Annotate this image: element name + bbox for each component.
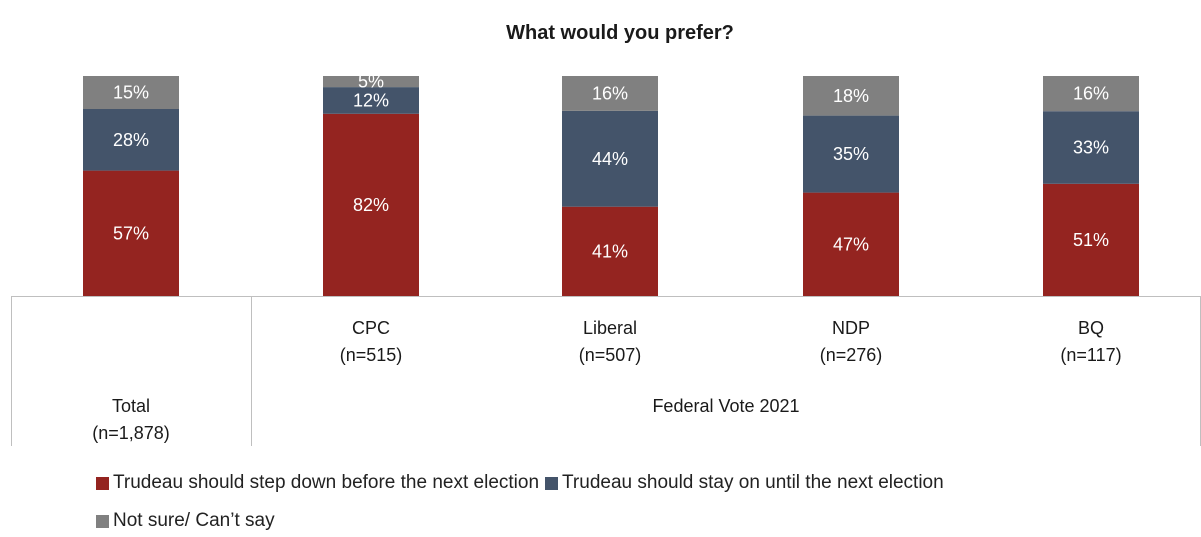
legend-label-stay-on: Trudeau should stay on until the next el… [562, 472, 944, 493]
category-n-3: (n=276) [820, 345, 883, 365]
category-label-0: Total [112, 396, 150, 416]
data-label-not-sure-0: 15% [113, 83, 149, 103]
category-label-3: NDP [832, 318, 870, 338]
category-axis: Total (n=1,878) CPC (n=515) Liberal (n=507) ND… [11, 296, 1201, 446]
legend-item-step-down: Trudeau should step down before the next… [96, 472, 539, 494]
bar-segment-stay-on-2 [562, 110, 658, 207]
bar-segment-not-sure-1 [323, 76, 419, 88]
bar-segment-step-down-2 [562, 206, 658, 296]
data-label-step-down-2: 41% [592, 241, 628, 261]
category-label-2: Liberal [583, 318, 637, 338]
category-label-1: CPC [352, 318, 390, 338]
data-label-step-down-1: 82% [353, 195, 389, 215]
data-label-not-sure-1: 5% [358, 72, 384, 92]
data-label-not-sure-4: 16% [1073, 84, 1109, 104]
category-n-2: (n=507) [579, 345, 642, 365]
data-label-stay-on-0: 28% [113, 130, 149, 150]
bar-segment-not-sure-4 [1043, 76, 1139, 112]
category-label-4: BQ [1078, 318, 1104, 338]
chart-title: What would you prefer? [506, 22, 734, 44]
bar-segment-step-down-4 [1043, 183, 1139, 296]
data-label-stay-on-1: 12% [353, 90, 389, 110]
group-label-federal-vote: Federal Vote 2021 [652, 396, 799, 416]
bar-segment-stay-on-3 [803, 115, 899, 193]
bars-group: 57% 28% 15% 82% 12%5% 41% 44% 16% 47% 35% 18% 51% 33… [83, 72, 1139, 297]
bar-segment-step-down-3 [803, 192, 899, 296]
stacked-bar-chart: What would you prefer? 57% 28% 15% 82% 12%5%… [11, 22, 1201, 446]
bar-segment-not-sure-3 [803, 76, 899, 116]
data-label-stay-on-4: 33% [1073, 138, 1109, 158]
data-label-step-down-0: 57% [113, 223, 149, 243]
bar-segment-step-down-0 [83, 170, 179, 296]
category-n-0: (n=1,878) [92, 423, 170, 443]
legend-row-1: Trudeau should step down before the next… [96, 472, 950, 494]
legend-item-stay-on: Trudeau should stay on until the next el… [545, 472, 944, 494]
data-label-stay-on-3: 35% [833, 144, 869, 164]
legend-swatch-stay-on [545, 476, 559, 490]
category-n-4: (n=117) [1060, 345, 1121, 365]
legend-row-2: Not sure/ Can’t say [96, 510, 281, 532]
bar-segment-stay-on-0 [83, 109, 179, 171]
legend-label-not-sure: Not sure/ Can’t say [113, 510, 275, 531]
data-label-step-down-3: 47% [833, 234, 869, 254]
legend-swatch-step-down [96, 476, 109, 490]
bar-segment-stay-on-4 [1043, 111, 1139, 184]
data-label-step-down-4: 51% [1073, 230, 1109, 250]
legend-label-step-down: Trudeau should step down before the next… [113, 472, 540, 493]
legend-swatch-not-sure [96, 514, 109, 528]
legend-item-not-sure: Not sure/ Can’t say [96, 510, 275, 532]
bar-segment-not-sure-0 [83, 76, 179, 109]
data-label-stay-on-2: 44% [592, 149, 628, 169]
data-label-not-sure-3: 18% [833, 86, 869, 106]
bar-segment-stay-on-1 [323, 87, 419, 114]
category-n-1: (n=515) [340, 345, 403, 365]
data-label-not-sure-2: 16% [592, 83, 628, 103]
bar-segment-not-sure-2 [562, 76, 658, 111]
bar-segment-step-down-1 [323, 113, 419, 297]
